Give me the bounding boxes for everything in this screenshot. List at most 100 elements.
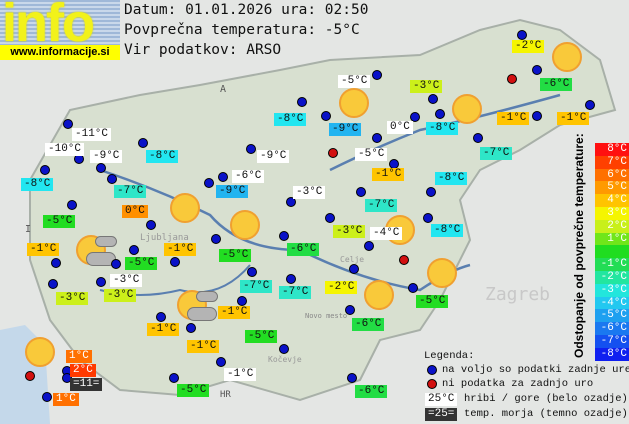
cloud-icon [187,307,217,321]
station-dot-icon[interactable] [364,241,374,251]
temperature-label: -9°C [329,123,362,136]
station-dot-icon[interactable] [517,30,527,40]
temperature-label: -3°C [104,289,137,302]
station-dot-icon[interactable] [42,392,52,402]
temperature-label: -1°C [147,323,180,336]
station-dot-icon[interactable] [423,213,433,223]
temperature-label: =11= [70,378,103,391]
station-dot-icon[interactable] [67,200,77,210]
logo-url[interactable]: www.informacije.si [0,45,120,60]
legend-red-dot-icon [427,379,437,389]
temperature-label: -9°C [257,150,290,163]
station-no-data-dot-icon[interactable] [25,371,35,381]
map-label-ljubljana: Ljubljana [140,233,189,243]
station-dot-icon[interactable] [345,305,355,315]
station-dot-icon[interactable] [473,133,483,143]
station-dot-icon[interactable] [186,323,196,333]
temperature-label: -6°C [355,385,388,398]
temperature-label: -4°C [370,227,403,240]
temperature-label: -7°C [480,147,513,160]
station-dot-icon[interactable] [48,279,58,289]
station-dot-icon[interactable] [585,100,595,110]
scale-title: Odstopanje od povprečne temperature: [572,133,586,358]
logo-text: info [2,0,95,53]
station-dot-icon[interactable] [146,220,156,230]
station-no-data-dot-icon[interactable] [399,255,409,265]
temperature-label: -7°C [240,280,273,293]
station-dot-icon[interactable] [286,274,296,284]
station-dot-icon[interactable] [218,172,228,182]
temperature-label: -3°C [333,225,366,238]
temperature-label: -5°C [219,249,252,262]
sun-icon [364,280,394,310]
station-dot-icon[interactable] [279,344,289,354]
temperature-label: -6°C [540,78,573,91]
station-dot-icon[interactable] [169,373,179,383]
station-dot-icon[interactable] [532,65,542,75]
station-no-data-dot-icon[interactable] [328,148,338,158]
site-logo[interactable]: info www.informacije.si [0,0,120,60]
station-dot-icon[interactable] [246,144,256,154]
legend-white-text: hribi / gore (belo ozadje) [464,393,628,405]
station-dot-icon[interactable] [372,133,382,143]
station-dot-icon[interactable] [247,267,257,277]
station-dot-icon[interactable] [372,70,382,80]
temperature-label: -2°C [512,40,545,53]
station-dot-icon[interactable] [408,283,418,293]
station-dot-icon[interactable] [435,109,445,119]
station-dot-icon[interactable] [156,312,166,322]
temperature-label: -7°C [365,199,398,212]
temperature-label: -8°C [146,150,179,163]
station-dot-icon[interactable] [170,257,180,267]
station-dot-icon[interactable] [129,245,139,255]
legend-title: Legenda: [424,350,475,362]
map-label-italy: I [25,224,31,235]
station-dot-icon[interactable] [51,258,61,268]
station-dot-icon[interactable] [325,213,335,223]
legend-blue-text: na voljo so podatki zadnje ure [442,364,629,376]
station-dot-icon[interactable] [428,94,438,104]
sun-icon [339,88,369,118]
station-dot-icon[interactable] [426,187,436,197]
station-dot-icon[interactable] [410,112,420,122]
temperature-label: -10°C [45,143,85,156]
temperature-label: 0°C [122,205,148,218]
station-dot-icon[interactable] [279,231,289,241]
station-dot-icon[interactable] [111,259,121,269]
station-dot-icon[interactable] [211,234,221,244]
temperature-label: -1°C [164,243,197,256]
station-dot-icon[interactable] [63,119,73,129]
temperature-label: -3°C [293,186,326,199]
temperature-label: -5°C [416,295,449,308]
station-dot-icon[interactable] [297,97,307,107]
map-label-novo-mesto: Novo mesto [305,312,347,320]
station-dot-icon[interactable] [96,277,106,287]
sun-icon [170,193,200,223]
station-dot-icon[interactable] [96,163,106,173]
scale-step: 1°C [595,232,629,246]
station-dot-icon[interactable] [347,373,357,383]
station-dot-icon[interactable] [321,111,331,121]
station-dot-icon[interactable] [216,357,226,367]
station-dot-icon[interactable] [286,197,296,207]
station-dot-icon[interactable] [138,138,148,148]
station-dot-icon[interactable] [356,187,366,197]
temperature-label: -1°C [218,306,251,319]
map-label-celje: Celje [340,255,364,264]
scale-step: 7°C [595,155,629,169]
station-dot-icon[interactable] [532,111,542,121]
station-dot-icon[interactable] [204,178,214,188]
temperature-label: -8°C [426,122,459,135]
temperature-label: -7°C [114,185,147,198]
station-dot-icon[interactable] [349,264,359,274]
temperature-label: -8°C [274,113,307,126]
temperature-label: -6°C [232,170,265,183]
station-dot-icon[interactable] [107,174,117,184]
legend-blue-dot-icon [427,365,437,375]
station-no-data-dot-icon[interactable] [507,74,517,84]
scale-step: -3°C [595,283,629,297]
station-dot-icon[interactable] [237,296,247,306]
station-dot-icon[interactable] [40,165,50,175]
cloud-icon [196,291,218,302]
